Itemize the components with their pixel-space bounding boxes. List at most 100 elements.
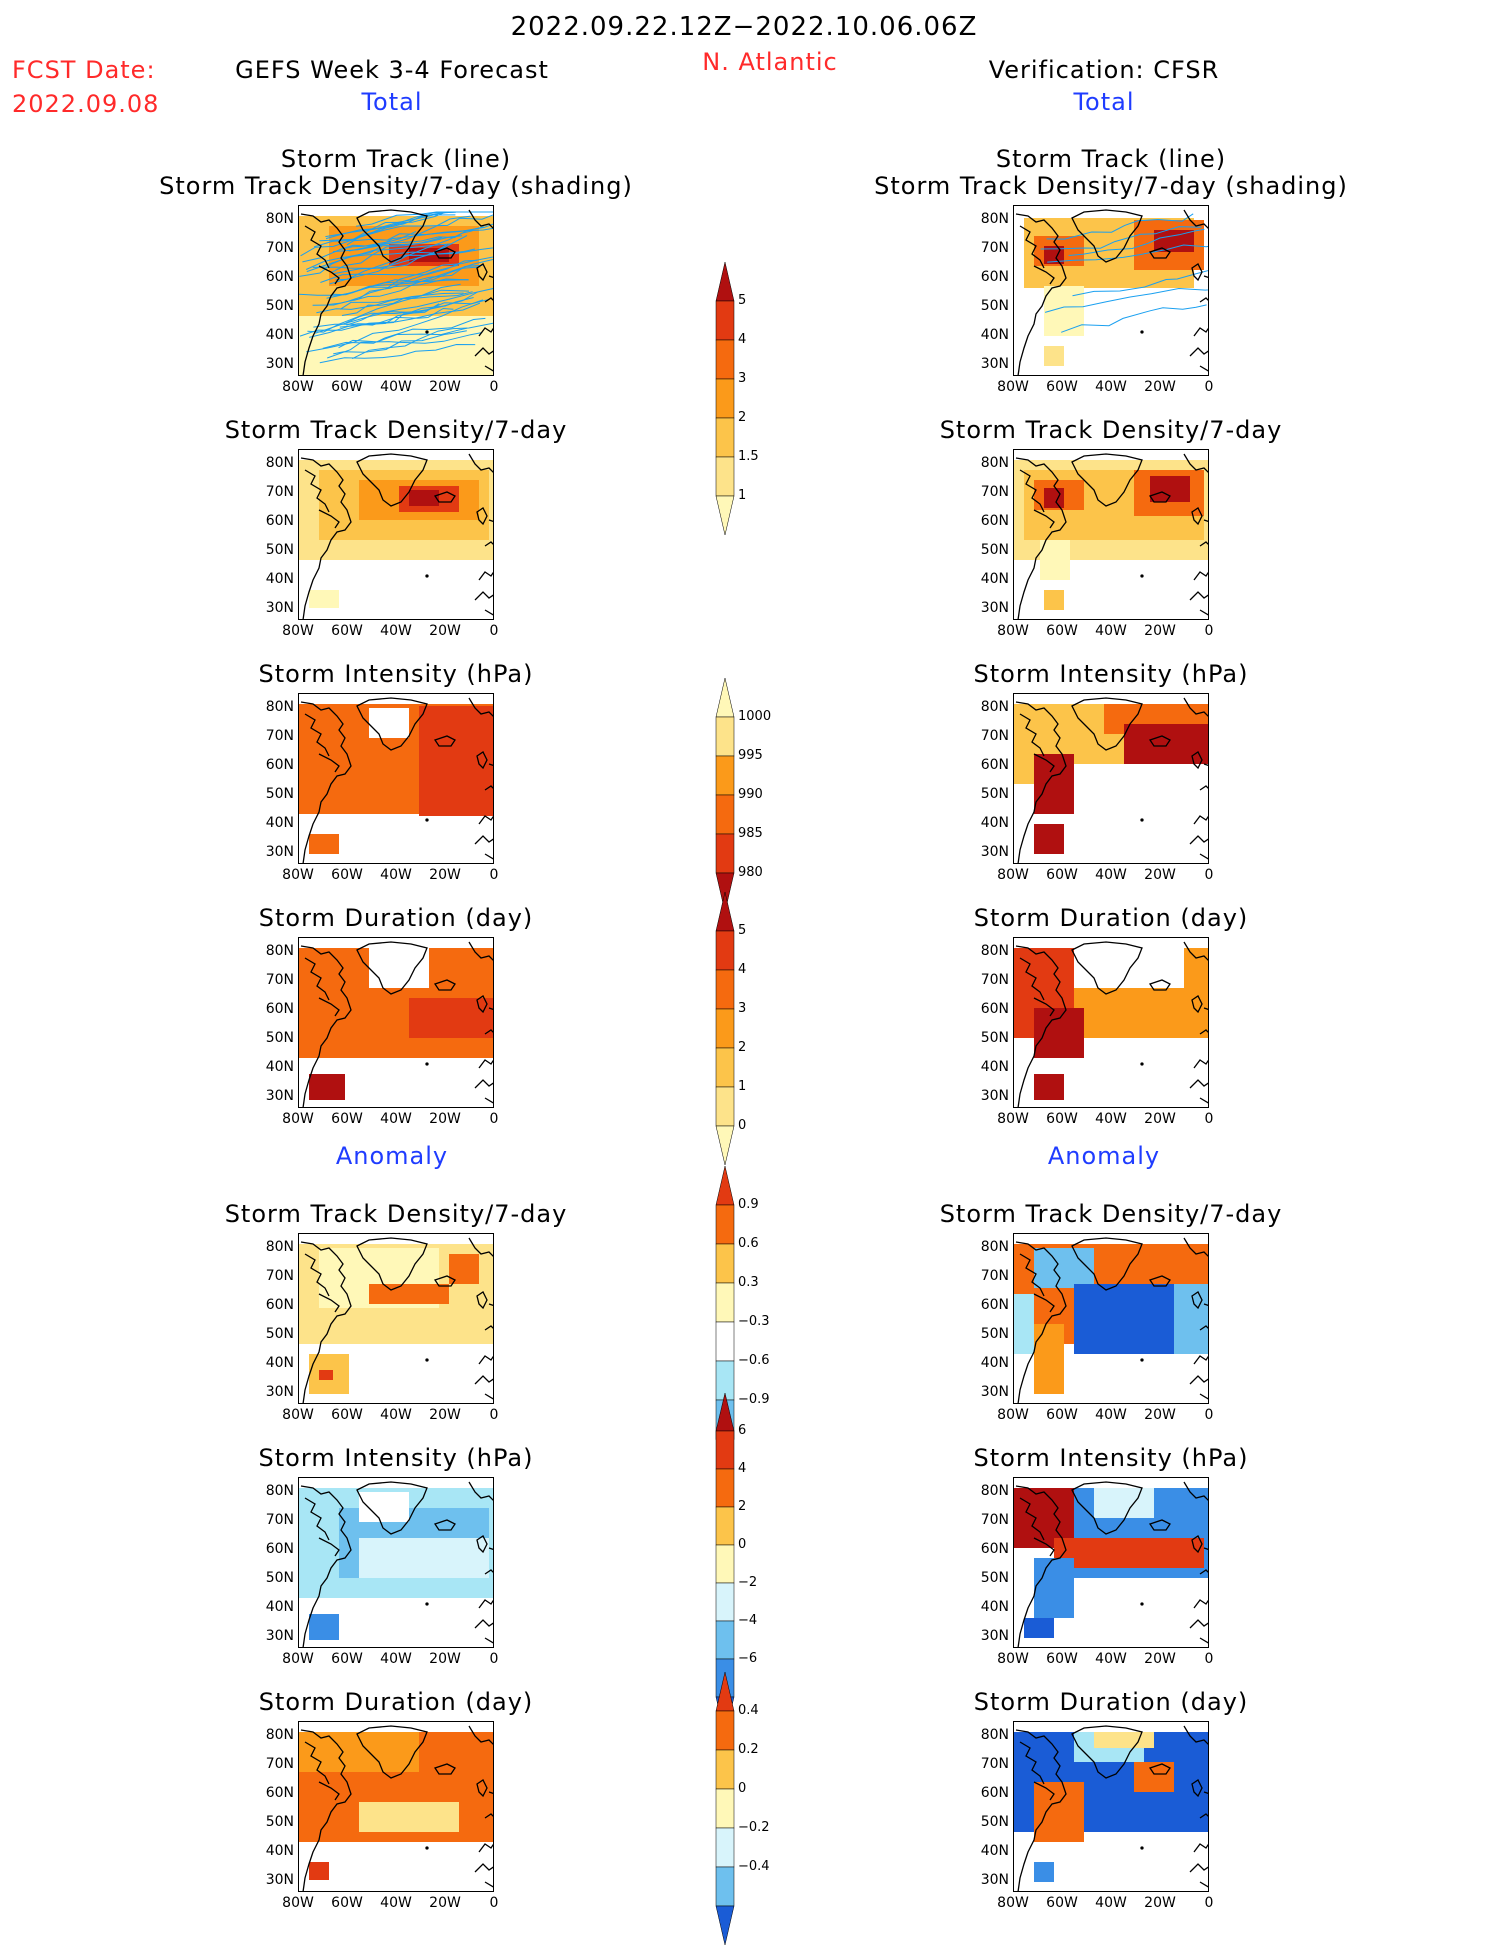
duration-anomaly-left-title-1: Storm Duration (day) [258, 1688, 534, 1716]
shaded-field [1014, 1732, 1208, 1882]
colorbar-tick-label: 4 [738, 962, 747, 977]
lat-tick-label: 60N [980, 1785, 1009, 1801]
shaded-field [299, 1732, 493, 1880]
lon-tick-label: 60W [1046, 1895, 1078, 1911]
track-right-title-2: Storm Track Density/7-day (shading) [874, 172, 1348, 200]
right-column-subtitle: Total [1073, 88, 1135, 116]
lat-tick-label: 70N [265, 1268, 294, 1284]
shaded-field [1014, 1488, 1208, 1638]
fcst-date-label: FCST Date: [12, 56, 156, 84]
lon-tick-label: 40W [380, 1651, 412, 1667]
lon-tick-label: 60W [1046, 867, 1078, 883]
lon-tick-label: 80W [282, 1111, 314, 1127]
lat-tick-label: 70N [980, 728, 1009, 744]
lon-tick-label: 60W [331, 867, 363, 883]
intensity-left-map [298, 693, 494, 864]
lat-tick-label: 60N [980, 1297, 1009, 1313]
lon-tick-label: 40W [380, 867, 412, 883]
lat-tick-label: 30N [265, 1088, 294, 1104]
duration-right-map [1013, 937, 1209, 1108]
shaded-field [299, 704, 493, 854]
lon-tick-label: 20W [1144, 1895, 1176, 1911]
colorbar-tick-label: 0.9 [738, 1197, 759, 1212]
lon-tick-label: 0 [1204, 623, 1214, 639]
lat-tick-label: 60N [980, 757, 1009, 773]
left-column-subtitle: Total [361, 88, 423, 116]
colorbar-tick-label: −2 [738, 1575, 758, 1590]
period-title: 2022.09.22.12Z−2022.10.06.06Z [510, 12, 978, 42]
shaded-field [1014, 704, 1208, 854]
lat-tick-label: 80N [265, 943, 294, 959]
lat-tick-label: 50N [265, 1030, 294, 1046]
colorbar-duration-total [715, 891, 735, 1167]
intensity-right-title-1: Storm Intensity (hPa) [973, 660, 1249, 688]
lat-tick-label: 60N [265, 1001, 294, 1017]
track-right-map [1013, 205, 1209, 376]
lat-tick-label: 70N [980, 1756, 1009, 1772]
density-left-title-1: Storm Track Density/7-day [224, 416, 568, 444]
lon-tick-label: 80W [282, 379, 314, 395]
lon-tick-label: 60W [1046, 1407, 1078, 1423]
density-anomaly-left-map [298, 1233, 494, 1404]
lon-tick-label: 20W [1144, 623, 1176, 639]
duration-anomaly-right-map [1013, 1721, 1209, 1892]
colorbar-tick-label: 995 [738, 748, 763, 763]
colorbar-tick-label: 5 [738, 293, 747, 308]
lat-tick-label: 30N [265, 844, 294, 860]
lat-tick-label: 40N [980, 1843, 1009, 1859]
lat-tick-label: 30N [980, 1384, 1009, 1400]
lon-tick-label: 0 [1204, 1651, 1214, 1667]
coastline [1015, 1237, 1208, 1403]
colorbar-duration-anomaly [715, 1671, 735, 1947]
lon-tick-label: 20W [429, 1895, 461, 1911]
lat-tick-label: 50N [980, 1030, 1009, 1046]
lon-tick-label: 20W [429, 1651, 461, 1667]
lon-tick-label: 20W [429, 1111, 461, 1127]
intensity-anomaly-right-title-1: Storm Intensity (hPa) [973, 1444, 1249, 1472]
lat-tick-label: 60N [980, 1001, 1009, 1017]
lon-tick-label: 40W [380, 1895, 412, 1911]
lon-tick-label: 0 [489, 1651, 499, 1667]
colorbar-tick-label: −6 [738, 1651, 758, 1666]
lon-tick-label: 60W [331, 1407, 363, 1423]
lat-tick-label: 80N [980, 943, 1009, 959]
track-left-title-2: Storm Track Density/7-day (shading) [159, 172, 633, 200]
lat-tick-label: 60N [265, 269, 294, 285]
lat-tick-label: 50N [980, 1326, 1009, 1342]
lat-tick-label: 80N [980, 1239, 1009, 1255]
lat-tick-label: 50N [980, 298, 1009, 314]
shaded-field [299, 460, 493, 608]
colorbar-tick-label: 1 [738, 488, 747, 503]
lon-tick-label: 80W [282, 867, 314, 883]
lon-tick-label: 80W [997, 867, 1029, 883]
lon-tick-label: 40W [1095, 623, 1127, 639]
lat-tick-label: 50N [265, 542, 294, 558]
density-anomaly-right-title-1: Storm Track Density/7-day [939, 1200, 1283, 1228]
density-anomaly-right-map [1013, 1233, 1209, 1404]
lon-tick-label: 80W [997, 379, 1029, 395]
lat-tick-label: 60N [980, 269, 1009, 285]
colorbar-intensity-total [715, 677, 735, 914]
lat-tick-label: 30N [265, 356, 294, 372]
lat-tick-label: 60N [265, 1297, 294, 1313]
lon-tick-label: 0 [1204, 379, 1214, 395]
lat-tick-label: 60N [980, 1541, 1009, 1557]
intensity-anomaly-right-map [1013, 1477, 1209, 1648]
lat-tick-label: 30N [265, 1384, 294, 1400]
shaded-field [1024, 218, 1204, 366]
colorbar-tick-label: 6 [738, 1423, 747, 1438]
coastline [1015, 1725, 1208, 1891]
track-right-title-1: Storm Track (line) [995, 145, 1227, 173]
density-anomaly-left-title-1: Storm Track Density/7-day [224, 1200, 568, 1228]
lon-tick-label: 0 [489, 1895, 499, 1911]
shaded-field [1014, 948, 1208, 1100]
coastline [300, 941, 493, 1107]
lat-tick-label: 40N [265, 1355, 294, 1371]
lat-tick-label: 30N [980, 844, 1009, 860]
lon-tick-label: 0 [1204, 1407, 1214, 1423]
lat-tick-label: 30N [980, 1628, 1009, 1644]
lat-tick-label: 40N [980, 1355, 1009, 1371]
lon-tick-label: 20W [1144, 1111, 1176, 1127]
colorbar-tick-label: 3 [738, 1001, 747, 1016]
lon-tick-label: 60W [1046, 623, 1078, 639]
